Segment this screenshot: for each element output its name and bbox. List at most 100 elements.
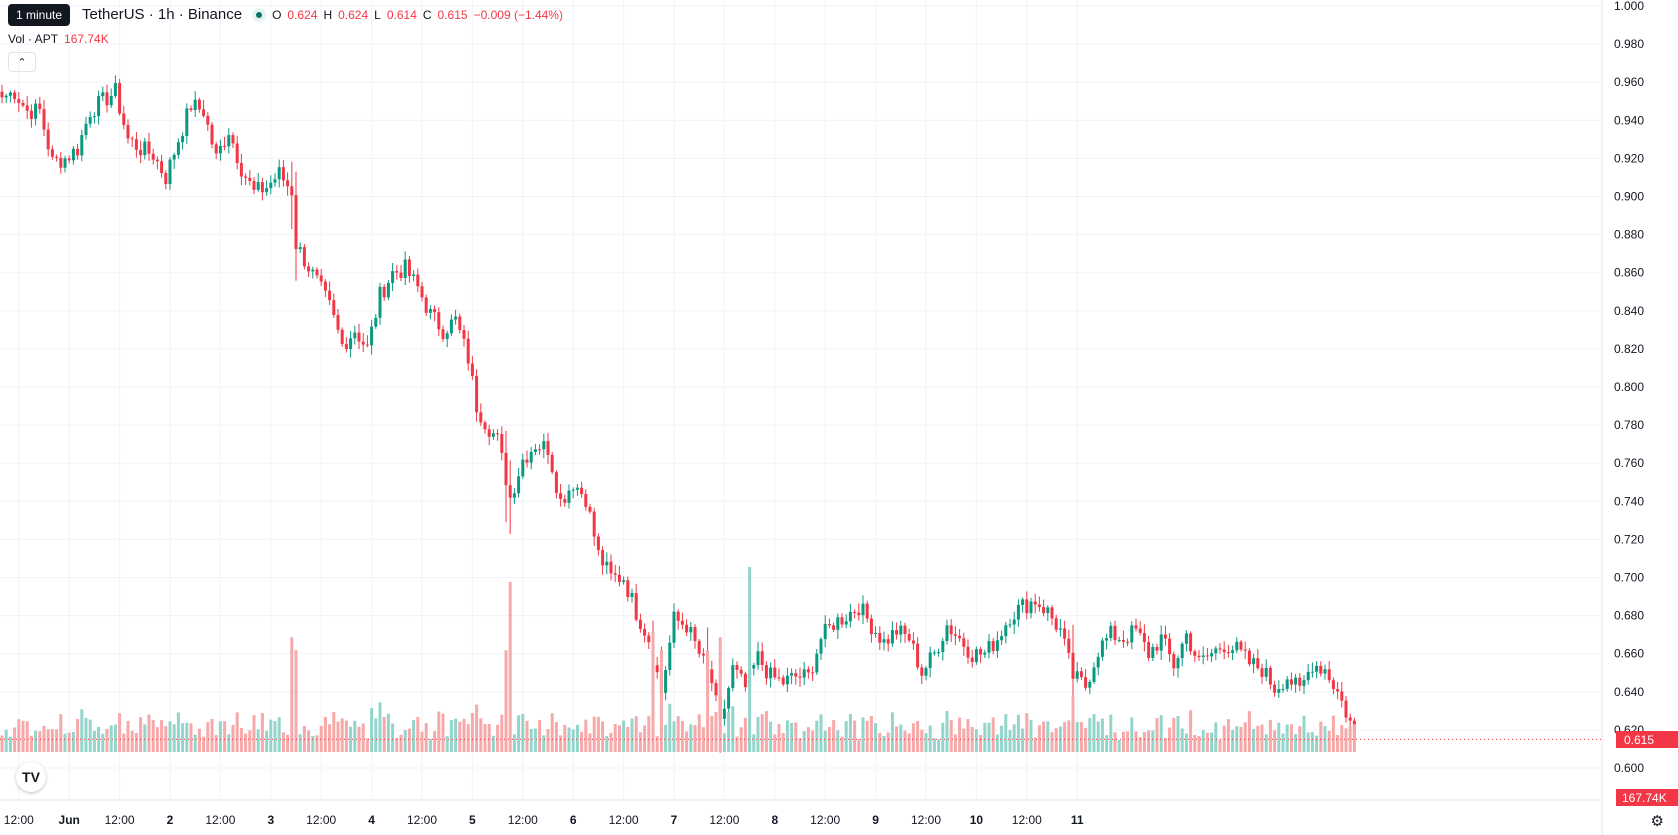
candle-body <box>101 92 105 97</box>
volume-bar <box>1277 722 1281 752</box>
volume-bar <box>0 735 4 752</box>
volume-bar <box>210 718 214 752</box>
volume-bar <box>987 722 991 752</box>
volume-bar <box>865 720 869 752</box>
volume-bar <box>420 731 424 752</box>
volume-bar <box>630 718 634 752</box>
volume-bar <box>1256 725 1260 752</box>
gear-icon[interactable]: ⚙ <box>1650 813 1664 830</box>
x-tick-label: 12:00 <box>306 813 336 827</box>
chevron-up-icon[interactable]: ⌃ <box>8 52 36 72</box>
volume-bar <box>1298 726 1302 752</box>
volume-bar <box>323 716 327 752</box>
candle-body <box>185 108 189 136</box>
candle-body <box>122 113 126 126</box>
volume-bar <box>59 714 63 752</box>
candle-body <box>1134 625 1138 629</box>
candle-body <box>1084 677 1088 688</box>
candle-body <box>231 135 235 144</box>
volume-bar <box>991 717 995 752</box>
candle-body <box>517 476 521 494</box>
candle-body <box>1168 638 1172 655</box>
volume-bar <box>878 732 882 752</box>
candle-body <box>1323 669 1327 674</box>
volume-bar <box>164 726 168 752</box>
candle-body <box>92 116 96 118</box>
volume-bar <box>1151 730 1155 752</box>
volume-bar <box>790 722 794 752</box>
candle-body <box>1012 619 1016 625</box>
volume-bar <box>601 721 605 752</box>
tradingview-logo-icon[interactable]: TV <box>16 762 46 792</box>
volume-bar <box>1352 724 1356 752</box>
x-tick-label: 12:00 <box>709 813 739 827</box>
candle-body <box>987 640 991 653</box>
candle-body <box>1105 638 1109 641</box>
volume-bar <box>71 731 75 752</box>
last-price-label: 0.615 <box>1616 731 1678 748</box>
candle-body <box>504 452 508 486</box>
candle-body <box>1348 717 1352 721</box>
volume-bar <box>483 724 487 752</box>
x-tick-label: 6 <box>570 813 577 827</box>
candle-body <box>945 625 949 642</box>
candle-body <box>832 625 836 630</box>
candle-body <box>1231 650 1235 653</box>
x-tick-label: 12:00 <box>609 813 639 827</box>
candle-body <box>21 102 25 106</box>
candle-body <box>949 625 953 635</box>
candle-body <box>962 638 966 647</box>
candle-body <box>160 161 164 174</box>
candle-body <box>773 667 777 678</box>
volume-label[interactable]: Vol · APT <box>8 32 59 46</box>
candle-body <box>743 673 747 688</box>
symbol-title[interactable]: TetherUS · 1h · Binance <box>82 6 243 23</box>
candle-body <box>273 179 277 183</box>
candle-body <box>1071 652 1075 679</box>
volume-bar <box>25 721 29 752</box>
candle-body <box>941 641 945 653</box>
candle-body <box>1050 607 1054 619</box>
volume-bar <box>13 727 17 752</box>
volume-bar <box>1344 728 1348 752</box>
volume-bar <box>596 716 600 752</box>
x-tick-label: 7 <box>671 813 678 827</box>
volume-bar <box>273 720 277 752</box>
candle-body <box>202 109 206 116</box>
volume-bar <box>454 718 458 752</box>
volume-bar <box>958 717 962 752</box>
candle-body <box>42 109 46 130</box>
candle-body <box>227 135 231 147</box>
candle-body <box>508 485 512 498</box>
candle-body <box>760 651 764 665</box>
candle-body <box>756 651 760 666</box>
x-tick-label: 12:00 <box>105 813 135 827</box>
candle-body <box>1310 671 1314 673</box>
candle-body <box>34 103 38 119</box>
volume-bar <box>848 714 852 752</box>
volume-bar <box>811 730 815 752</box>
volume-bar <box>1189 710 1193 752</box>
candle-body <box>920 667 924 676</box>
volume-bar <box>134 732 138 752</box>
volume-bar <box>529 729 533 752</box>
volume-bar <box>1000 725 1004 752</box>
candle-body <box>147 141 151 154</box>
volume-bar <box>580 731 584 752</box>
candle-body <box>1247 650 1251 665</box>
candle-body <box>521 459 525 477</box>
volume-bar <box>470 713 474 752</box>
candle-body <box>462 329 466 339</box>
volume-bar <box>206 722 210 752</box>
y-tick-label: 0.920 <box>1614 151 1644 165</box>
candle-body <box>844 621 848 625</box>
volume-bar <box>932 738 936 752</box>
candle-body <box>861 603 865 616</box>
candle-body <box>1155 646 1159 651</box>
candle-body <box>1340 691 1344 701</box>
candle-body <box>1218 648 1222 650</box>
volume-bar <box>1016 714 1020 752</box>
volume-bar <box>433 731 437 752</box>
candle-body <box>361 341 365 345</box>
